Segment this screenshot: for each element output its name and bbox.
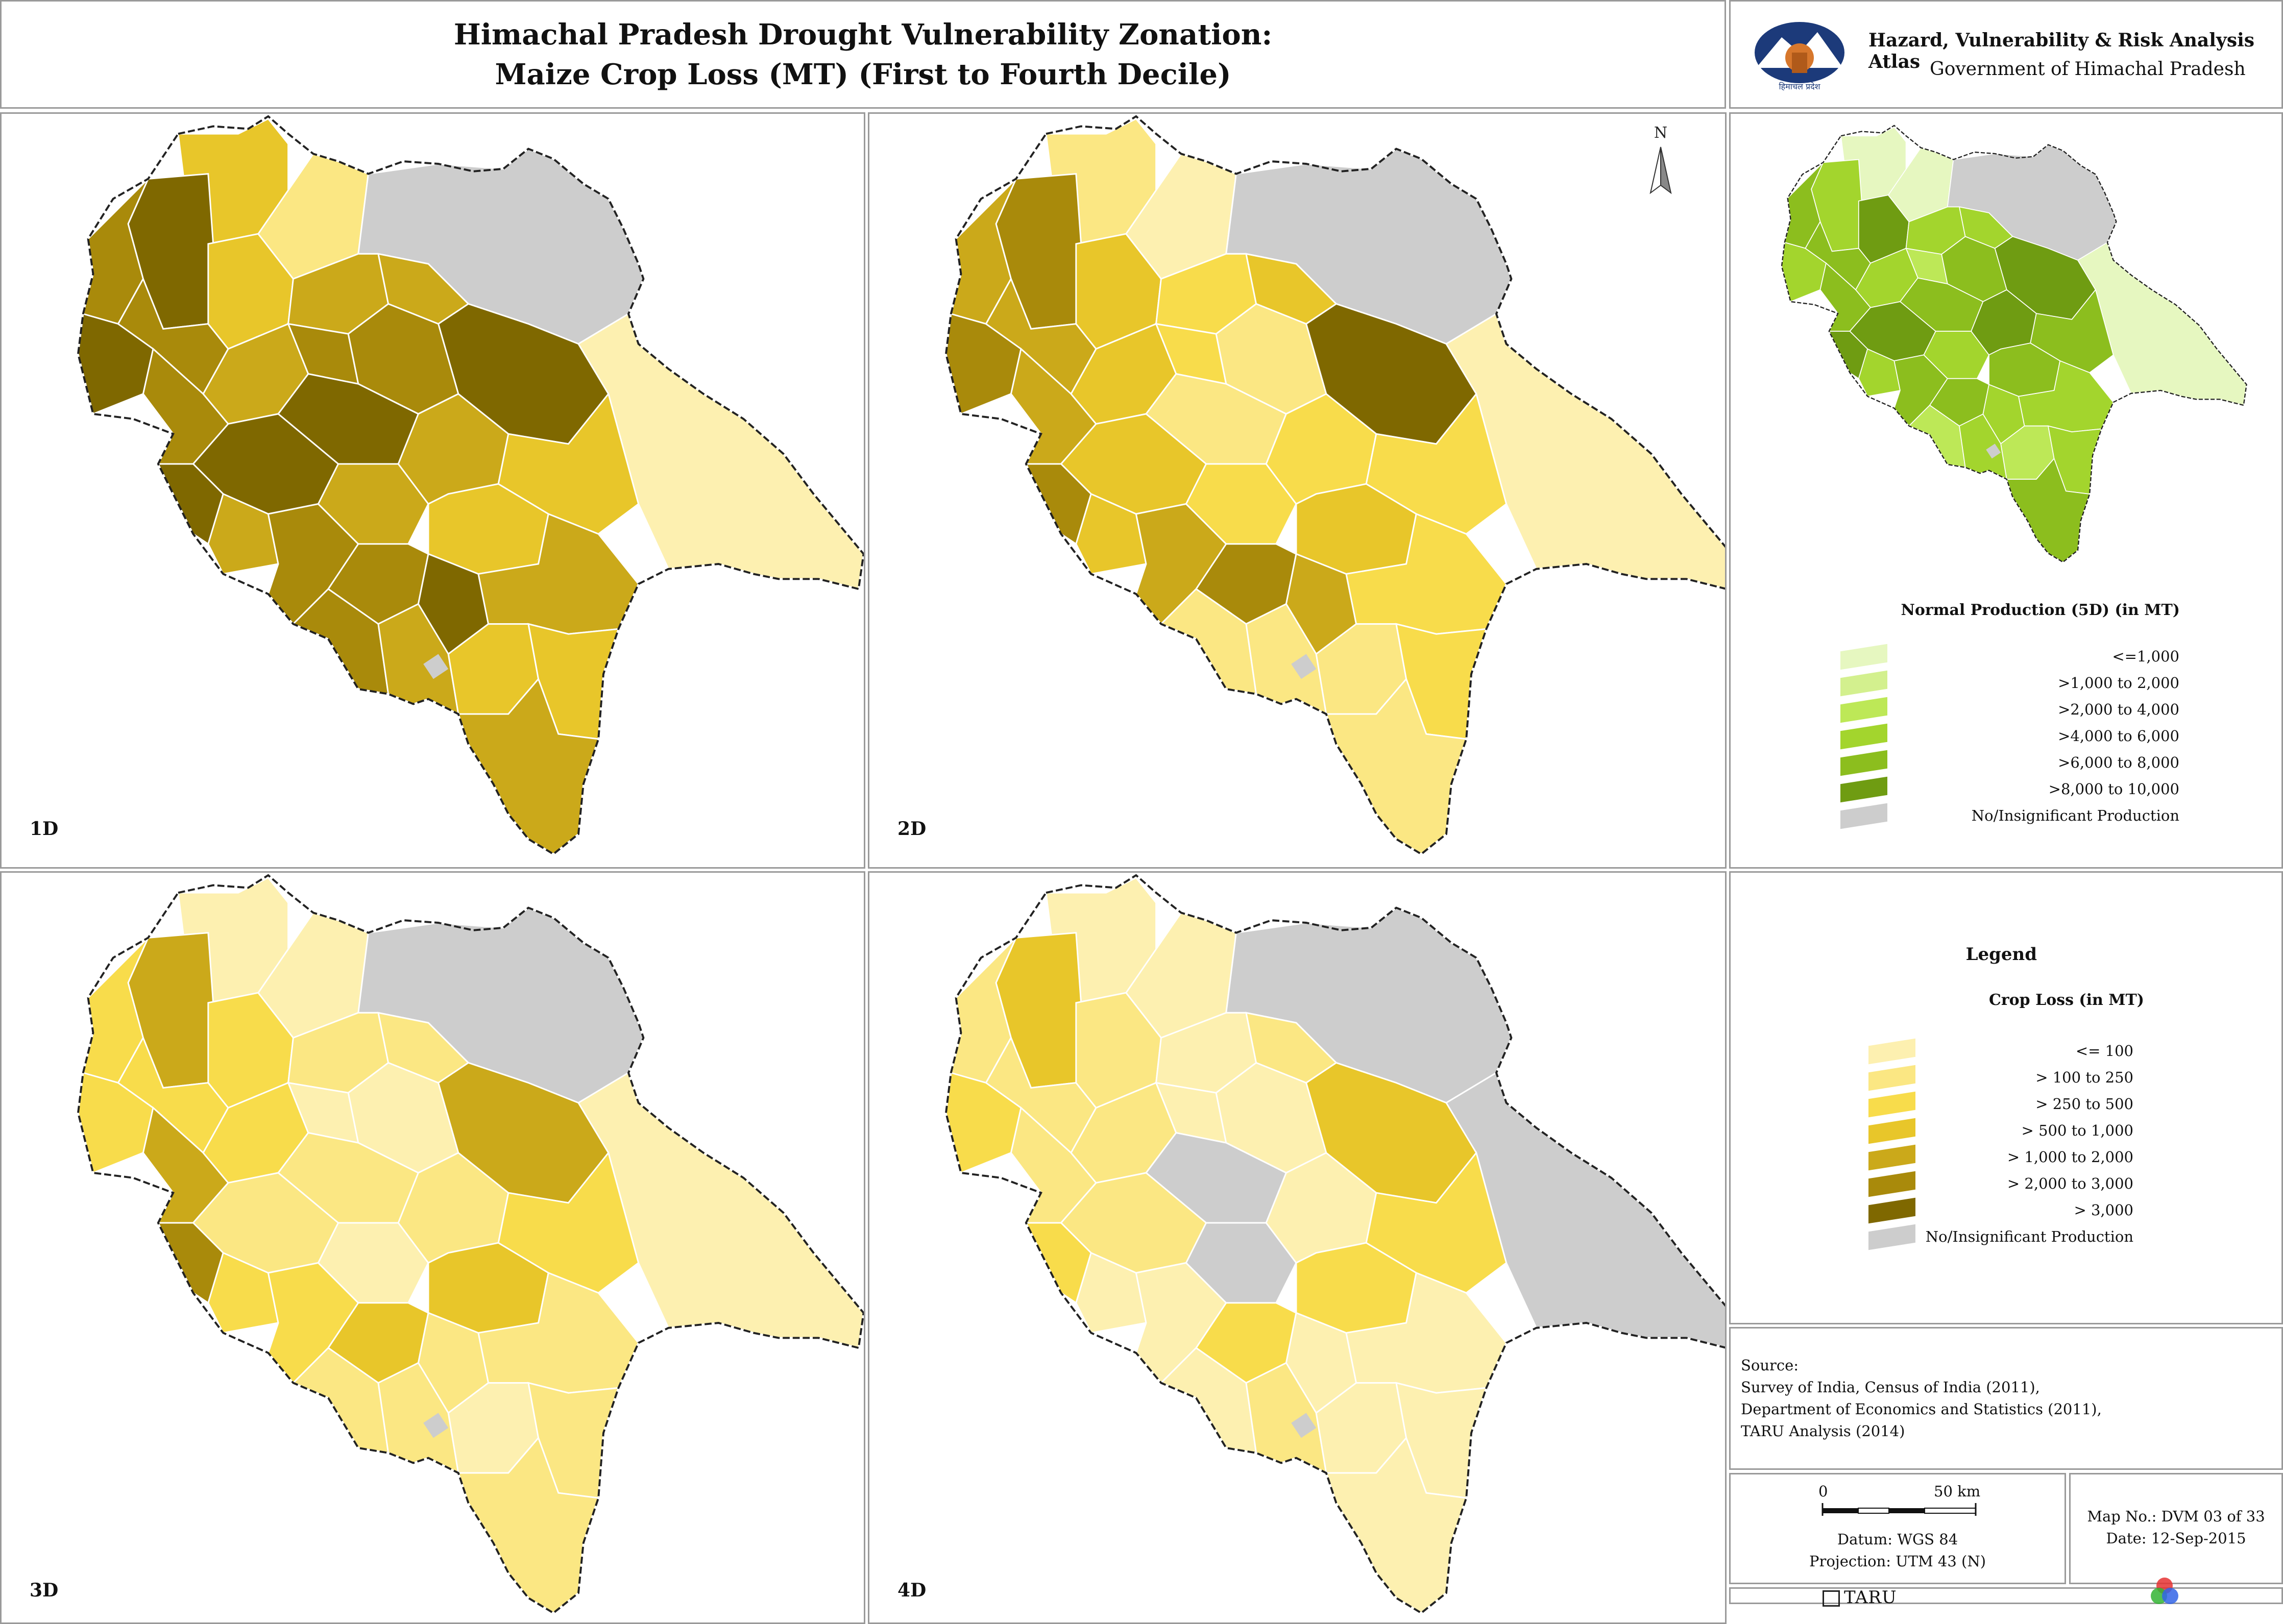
crop-loss-legend-swatch (1868, 1038, 1915, 1065)
normal-production-legend-swatch (1840, 723, 1887, 750)
crop-loss-legend-swatch (1868, 1224, 1915, 1250)
source-line: TARU Analysis (2014) (1741, 1422, 1905, 1440)
source-heading: Source: (1741, 1357, 1799, 1374)
panel-label-4d: 4D (897, 1580, 927, 1601)
reservoir (423, 654, 449, 679)
footer-box: TARU (1729, 1578, 2283, 1608)
atlas-title: Hazard, Vulnerability & Risk Analysis At… (1868, 30, 2255, 72)
taru-logo-icon (1823, 1590, 1840, 1607)
title-box: Himachal Pradesh Drought Vulnerability Z… (0, 0, 1726, 109)
taru-logo-text: TARU (1844, 1587, 1897, 1608)
district-map-3d (77, 874, 864, 1614)
map-districts (945, 874, 1725, 1614)
map-title-line1: Himachal Pradesh Drought Vulnerability Z… (453, 18, 1273, 52)
legend-heading: Legend (1965, 944, 2037, 965)
reservoir (1291, 1413, 1317, 1438)
crop-loss-legend-label: > 1,000 to 2,000 (2007, 1148, 2133, 1166)
normal-production-map (1781, 125, 2247, 563)
datum-text: Datum: WGS 84 (1837, 1531, 1958, 1548)
normal-production-box: Normal Production (5D) (in MT) <=1,000 >1… (1729, 112, 2283, 869)
reservoir (423, 1413, 449, 1438)
district-region (1075, 493, 1147, 575)
map-panel-3d: 3D (0, 871, 865, 1624)
crop-loss-legend-swatch (1868, 1065, 1915, 1091)
normal-production-title: Normal Production (5D) (in MT) (1901, 601, 2180, 619)
normal-production-legend-label: >6,000 to 8,000 (2058, 754, 2179, 771)
district-region (1858, 348, 1901, 397)
map-number: Map No.: DVM 03 of 33 (2087, 1508, 2265, 1525)
normal-production-legend-label: >1,000 to 2,000 (2058, 674, 2179, 692)
scale-bar (1821, 1503, 1977, 1516)
district-map-1d (77, 115, 864, 855)
reservoir (1291, 654, 1317, 679)
map-districts (77, 115, 864, 855)
normal-production-legend-label: <=1,000 (2112, 648, 2179, 665)
district-map-4d (945, 874, 1725, 1614)
scale-max: 50 km (1934, 1483, 1981, 1500)
source-line: Survey of India, Census of India (2011), (1741, 1379, 2040, 1396)
map-date: Date: 12-Sep-2015 (2106, 1530, 2246, 1547)
map-districts (1781, 125, 2247, 563)
normal-production-legend-label: >2,000 to 4,000 (2058, 701, 2179, 718)
atlas-box: हिमाचल प्रदेश Hazard, Vulnerability & Ri… (1729, 0, 2283, 109)
normal-production-legend-label: >4,000 to 6,000 (2058, 727, 2179, 745)
map-panel-1d: 1D (0, 112, 865, 869)
crop-loss-legend-label: > 250 to 500 (2035, 1095, 2133, 1113)
map-panel-4d: 4D (868, 871, 1727, 1624)
emblem-text: हिमाचल प्रदेश (1779, 82, 1821, 91)
crop-loss-legend-label: > 2,000 to 3,000 (2007, 1175, 2133, 1192)
crop-loss-legend-label: > 3,000 (2074, 1201, 2133, 1219)
normal-production-legend-swatch (1840, 644, 1887, 670)
crop-loss-legend-swatch (1868, 1144, 1915, 1171)
taru-logo: TARU (1823, 1587, 1897, 1608)
map-title-line2: Maize Crop Loss (MT) (First to Fourth De… (495, 58, 1231, 91)
normal-production-legend-swatch (1840, 670, 1887, 697)
source-line: Department of Economics and Statistics (… (1741, 1400, 2102, 1418)
crop-loss-legend-label: > 500 to 1,000 (2021, 1122, 2133, 1139)
panel-label-2d: 2D (897, 818, 927, 840)
normal-production-legend-label: >8,000 to 10,000 (2048, 780, 2179, 798)
source-box: Source: Survey of India, Census of India… (1729, 1327, 2283, 1470)
scale-zero: 0 (1818, 1483, 1828, 1500)
north-arrow-icon: N (1649, 124, 1672, 194)
normal-production-legend-swatch (1840, 697, 1887, 723)
panel-label-1d: 1D (30, 818, 59, 840)
crop-loss-legend-swatch (1868, 1118, 1915, 1144)
crop-loss-legend-swatch (1868, 1171, 1915, 1197)
map-info-box: Map No.: DVM 03 of 33 Date: 12-Sep-2015 (2069, 1473, 2283, 1584)
map-districts (77, 874, 864, 1614)
map-districts (945, 115, 1725, 855)
reservoir (1986, 444, 2001, 459)
normal-production-legend-label: No/Insignificant Production (1971, 807, 2179, 824)
scale-box: 0 50 km Datum: WGS 84 Projection: UTM 43… (1729, 1473, 2066, 1584)
crop-loss-legend-swatch (1868, 1197, 1915, 1224)
state-emblem-icon: हिमाचल प्रदेश (1755, 22, 1844, 91)
crop-loss-legend-box: Legend Crop Loss (in MT) <= 100 > 100 to … (1729, 871, 2283, 1324)
normal-production-legend-swatch (1840, 803, 1887, 829)
district-region (1075, 1251, 1147, 1334)
crop-loss-legend-label: <= 100 (2075, 1042, 2133, 1060)
state-boundary (945, 115, 1725, 855)
normal-production-legend-swatch (1840, 750, 1887, 776)
district-map-2d (945, 115, 1725, 855)
map-panel-2d: 2D N (868, 112, 1727, 869)
district-region (207, 1251, 279, 1334)
rgb-circles-icon (2151, 1578, 2178, 1604)
state-boundary (1781, 125, 2247, 563)
state-boundary (77, 115, 864, 855)
projection-text: Projection: UTM 43 (N) (1809, 1553, 1986, 1570)
crop-loss-legend-label: > 100 to 250 (2035, 1069, 2133, 1086)
normal-production-legend-swatch (1840, 776, 1887, 803)
panel-label-3d: 3D (30, 1580, 59, 1601)
state-boundary (945, 874, 1725, 1614)
district-region (207, 493, 279, 575)
atlas-subtitle: Government of Himachal Pradesh (1930, 59, 2246, 80)
crop-loss-legend-swatch (1868, 1091, 1915, 1118)
north-label: N (1654, 124, 1667, 142)
crop-loss-title: Crop Loss (in MT) (1988, 991, 2144, 1009)
state-boundary (77, 874, 864, 1614)
crop-loss-legend-label: No/Insignificant Production (1925, 1228, 2133, 1245)
